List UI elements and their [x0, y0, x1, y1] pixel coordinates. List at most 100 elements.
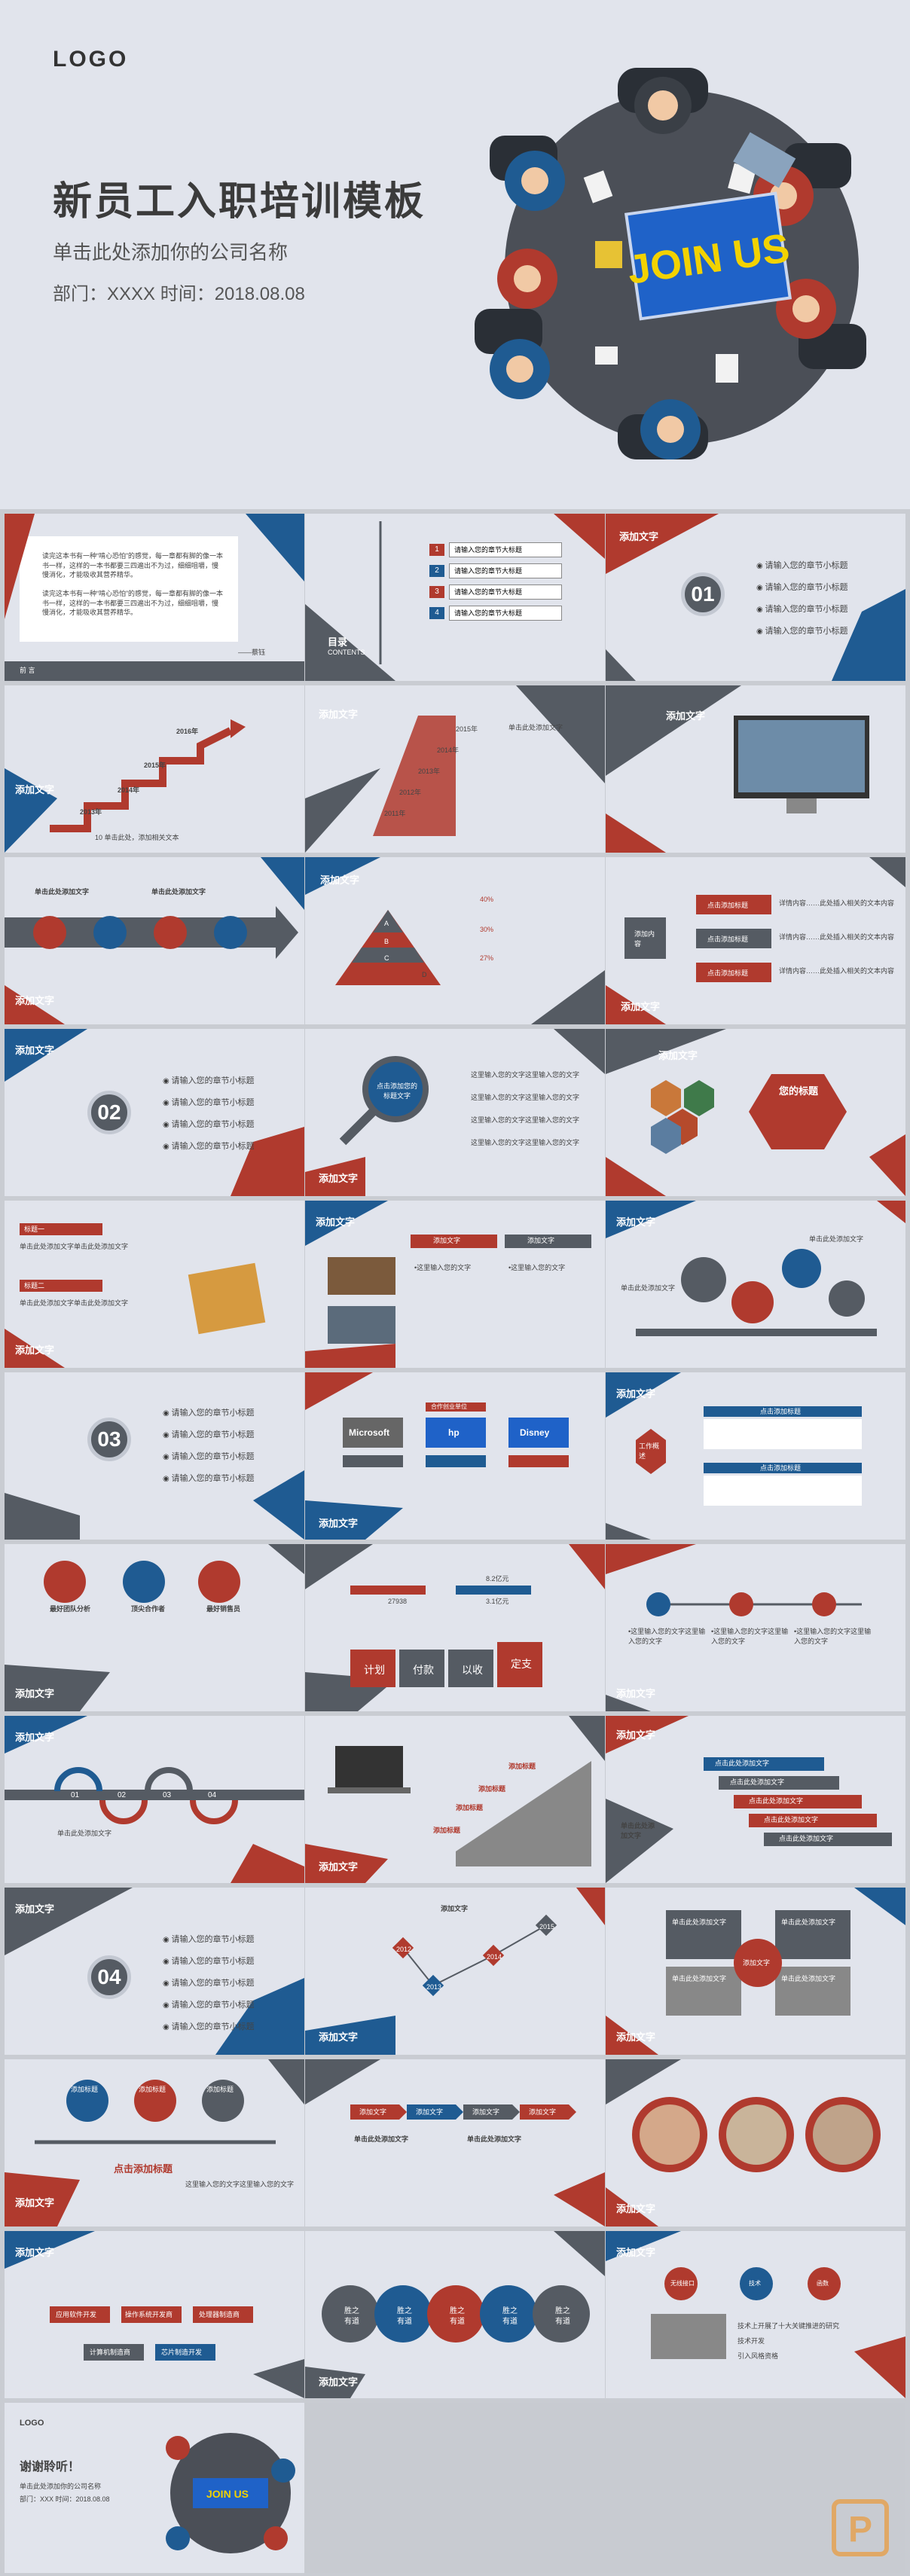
text-label: 添加文字 [616, 2031, 656, 2043]
chapter-item[interactable]: 请输入您的章节小标题 [756, 577, 848, 599]
slide-laptop-bars[interactable]: 添加标题 添加标题 添加标题 添加标题 添加文字 [305, 1716, 605, 1883]
text-label: 添加文字 [621, 1001, 661, 1012]
slide-section-02[interactable]: 添加文字 02 请输入您的章节小标题请输入您的章节小标题请输入您的章节小标题请输… [5, 1029, 304, 1196]
slide-section-01[interactable]: 添加文字 01 请输入您的章节小标题请输入您的章节小标题请输入您的章节小标题请输… [606, 514, 905, 681]
slide-stair-years[interactable]: 添加文字 2015年 2014年 2013年 2012年 2011年 单击此处添… [305, 685, 605, 853]
text-label: 详情内容……此处插入相关的文本内容 [779, 933, 895, 941]
text-label: 技术 [749, 2280, 761, 2287]
text-label: C [384, 954, 389, 962]
slide-arrow-table[interactable]: 添加文字 添加文字 添加文字 添加文字 单击此处添加文字 单击此处添加文字 [305, 2059, 605, 2227]
chapter-item[interactable]: 请输入您的章节小标题 [163, 1468, 255, 1490]
chapter-item[interactable]: 请输入您的章节小标题 [163, 1973, 255, 1995]
slide-thanks[interactable]: LOGO 谢谢聆听！ 单击此处添加你的公司名称 部门：XXX 时间：2018.0… [5, 2403, 304, 2573]
slide-decoration [606, 2059, 881, 2227]
text-label: 点击此处添加文字 [749, 1797, 804, 1805]
chapter-item[interactable]: 请输入您的章节小标题 [163, 2016, 255, 2038]
text-label: 单击此处添加文字 [672, 1975, 727, 1982]
text-label: 添加文字 [527, 1237, 555, 1244]
slide-partners[interactable]: 合作创业单位 Microsoft hp Disney 添加文字 [305, 1372, 605, 1540]
slide-section-04[interactable]: 添加文字 04 请输入您的章节小标题请输入您的章节小标题请输入您的章节小标题请输… [5, 1888, 304, 2055]
slide-arrow-process[interactable]: 添加文字 单击此处添加文字 单击此处添加文字 [5, 857, 304, 1024]
slide-loop-timeline[interactable]: 添加文字 01 02 03 04 单击此处添加文字 [5, 1716, 304, 1883]
text-label: 点击添加您的标题文字 [376, 1082, 417, 1100]
text-label: •这里输入您的文字 [508, 1264, 566, 1271]
slide-content-list[interactable]: 添加内容 点击添加标题 点击添加标题 点击添加标题 详情内容……此处插入相关的文… [606, 857, 905, 1024]
text-label: 合作创业单位 [431, 1403, 467, 1410]
text-label: 点击此处添加文字 [715, 1760, 770, 1767]
slide-gears[interactable]: 添加文字 单击此处添加文字 单击此处添加文字 [606, 1201, 905, 1368]
chapter-item[interactable]: 请输入您的章节小标题 [756, 599, 848, 621]
text-label: 点击添加标题 [707, 969, 749, 977]
text-label: 添加文字 [316, 1216, 356, 1228]
slide-decoration [305, 1716, 605, 1883]
slide-magnifier[interactable]: 点击添加您的标题文字 这里输入您的文字这里输入您的文字 这里输入您的文字这里输入… [305, 1029, 605, 1196]
text-label: 添加标题 [206, 2086, 234, 2093]
text-label: 目录 [328, 636, 348, 648]
slide-pyramid[interactable]: 添加文字 A B C D 40% 30% 27% [305, 857, 605, 1024]
text-label: 添加文字 [416, 2108, 444, 2116]
slide-decoration [305, 1544, 605, 1711]
text-label: 操作系统开发商 [125, 2311, 173, 2318]
chapter-item[interactable]: 请输入您的章节小标题 [163, 1092, 255, 1114]
slide-headings-photo[interactable]: 标题一 标题二 单击此处添加文字单击此处添加文字 单击此处添加文字单击此处添加文… [5, 1201, 304, 1368]
text-label: 添加文字 [15, 995, 55, 1006]
slide-blocks[interactable]: 计划 付款 以收 定支 27938 8.2亿元 3.1亿元 [305, 1544, 605, 1711]
chapter-item[interactable]: 请输入您的章节小标题 [163, 1136, 255, 1158]
slide-contents[interactable]: 目录 CONTENTS 1 请输入您的章节大标题 2 请输入您的章节大标题 3 请输入您的… [305, 514, 605, 681]
text-label: 处理器制造商 [199, 2311, 240, 2318]
contents-item[interactable]: 2 请输入您的章节大标题 [429, 563, 565, 584]
text-label: 2011年 [384, 810, 406, 817]
meeting-table-illustration: JOIN US [475, 68, 866, 459]
slide-bar-list[interactable]: 添加文字 点击此处添加文字 点击此处添加文字 点击此处添加文字 点击此处添加文字… [606, 1716, 905, 1883]
slide-icon-flow[interactable]: •这里输入您的文字这里输入您的文字 •这里输入您的文字这里输入您的文字 •这里输… [606, 1544, 905, 1711]
text-label: 单击此处添加文字 [508, 724, 563, 731]
chapter-item[interactable]: 请输入您的章节小标题 [163, 1402, 255, 1424]
slide-work-overview[interactable]: 添加文字 工作概述 点击添加标题 点击添加标题 [606, 1372, 905, 1540]
text-label: 2015年 [144, 762, 166, 769]
contents-number: 4 [429, 607, 444, 619]
slide-preface[interactable]: 读完这本书有一种“啃心恐怕”的感觉，每一章都有脚的像一本书一样，这样的一本书都要… [5, 514, 304, 681]
contents-item[interactable]: 3 请输入您的章节大标题 [429, 584, 565, 606]
text-label: 02 [118, 1791, 127, 1799]
chapter-item[interactable]: 请输入您的章节小标题 [163, 1446, 255, 1468]
text-label: 胜之有道 [450, 2307, 465, 2326]
text-label: 单击此处添加文字单击此处添加文字 [20, 1299, 129, 1307]
text-label: 计划 [364, 1664, 385, 1676]
text-label: 2014 [487, 1953, 502, 1961]
text-label: 单击此处添加文字 [781, 1918, 836, 1926]
slide-decoration [305, 1888, 605, 2055]
slide-five-circles[interactable]: 胜之有道 胜之有道 胜之有道 胜之有道 胜之有道 添加文字 [305, 2231, 605, 2398]
slide-diamond-years[interactable]: 添加文字 2012 2013 2014 2015 添加文字 [305, 1888, 605, 2055]
chapter-item[interactable]: 请输入您的章节小标题 [756, 555, 848, 577]
slide-photo-circles[interactable]: 添加文字 [606, 2059, 905, 2227]
slide-three-bubbles[interactable]: 添加标题 添加标题 添加标题 点击添加标题 这里输入您的文字这里输入您的文字 添… [5, 2059, 304, 2227]
slide-timeline-steps[interactable]: 添加文字 2013年 2014年 2015年 2016年 10 单击此处，添加相… [5, 685, 304, 853]
slide-image-monitor[interactable]: 添加文字 [606, 685, 905, 853]
chapter-item[interactable]: 请输入您的章节小标题 [163, 1995, 255, 2016]
text-label: 无线接口 [670, 2280, 695, 2287]
text-label: 2014年 [118, 786, 140, 794]
slide-hexagons[interactable]: 添加文字 您的标题 [606, 1029, 905, 1196]
chapter-item[interactable]: 请输入您的章节小标题 [163, 1114, 255, 1136]
chapter-item[interactable]: 请输入您的章节小标题 [163, 1951, 255, 1973]
slide-decoration [5, 857, 304, 1024]
slide-industry-chain[interactable]: 添加文字 应用软件开发 操作系统开发商 处理器制造商 计算机制造商 芯片制造开发 [5, 2231, 304, 2398]
text-label: 添加文字 [616, 1729, 656, 1741]
slide-two-columns[interactable]: 添加文字 添加文字 添加文字 •这里输入您的文字 •这里输入您的文字 [305, 1201, 605, 1368]
slide-section-03[interactable]: 03 请输入您的章节小标题请输入您的章节小标题请输入您的章节小标题请输入您的章节… [5, 1372, 304, 1540]
text-label: 付款 [413, 1664, 434, 1676]
text-label: 添加内容 [634, 930, 655, 948]
chapter-item[interactable]: 请输入您的章节小标题 [163, 1424, 255, 1446]
chapter-item[interactable]: 请输入您的章节小标题 [163, 1070, 255, 1092]
slide-badges[interactable]: 最好团队分析 顶尖合作者 最好销售员 添加文字 [5, 1544, 304, 1711]
text-label: 添加文字 [319, 1861, 359, 1872]
contents-item[interactable]: 4 请输入您的章节大标题 [429, 606, 565, 627]
contents-item[interactable]: 1 请输入您的章节大标题 [429, 542, 565, 563]
contents-label: 请输入您的章节大标题 [449, 584, 562, 600]
text-label: 胜之有道 [397, 2307, 412, 2326]
slide-bubble-formula[interactable]: 添加文字 无线接口 技术 函数 技术上开展了十大关键推进的研究 技术开发 引入风… [606, 2231, 905, 2398]
chapter-item[interactable]: 请输入您的章节小标题 [163, 1929, 255, 1951]
slide-quad-blocks[interactable]: 添加文字 单击此处添加文字 单击此处添加文字 单击此处添加文字 单击此处添加文字… [606, 1888, 905, 2055]
chapter-item[interactable]: 请输入您的章节小标题 [756, 621, 848, 642]
slide-decoration [5, 1716, 304, 1883]
